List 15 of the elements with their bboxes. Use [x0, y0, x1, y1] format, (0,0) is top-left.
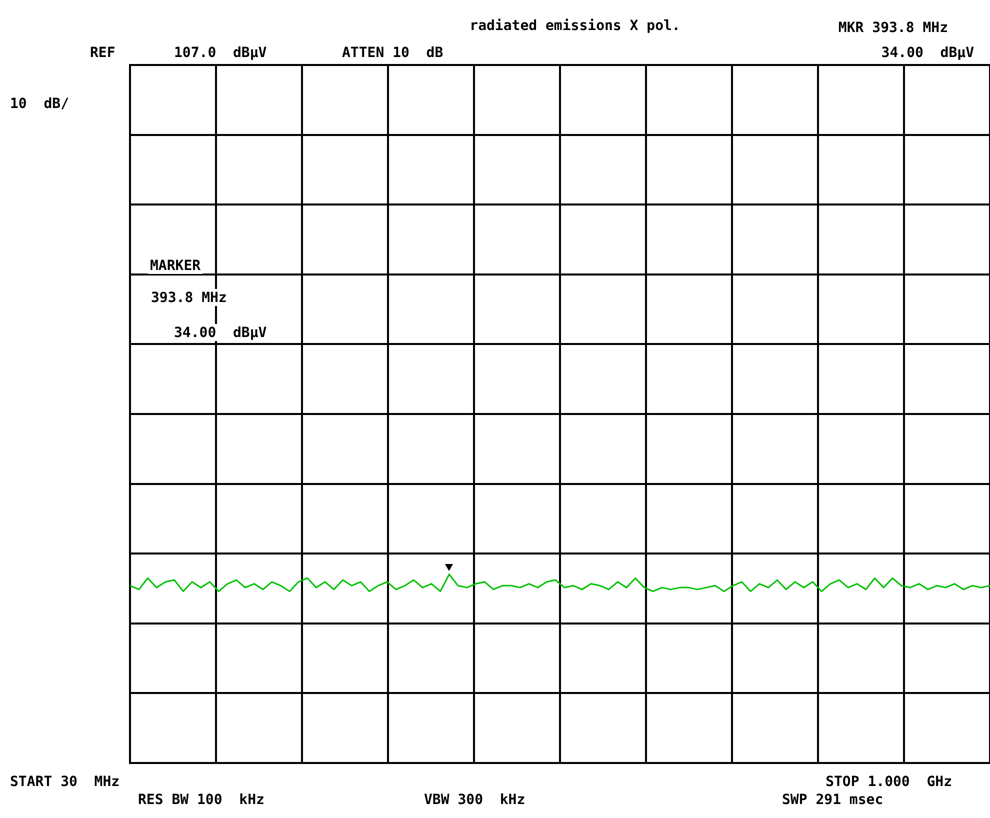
- text: RES BW 100 kHz: [138, 792, 264, 808]
- text: SWP 291 msec: [782, 792, 884, 808]
- text: 393.8 MHz: [151, 290, 227, 306]
- text: MARKER: [150, 258, 202, 274]
- text: ATTEN 10 dB: [342, 45, 444, 61]
- text: 107.0 dBµV: [174, 45, 268, 61]
- text: REF: [90, 45, 116, 61]
- text: MKR 393.8 MHz: [838, 20, 948, 36]
- text: 34.00 dBµV: [174, 325, 268, 341]
- text: 34.00 dBµV: [881, 45, 975, 61]
- text: START 30 MHz: [10, 774, 120, 790]
- text: VBW 300 kHz: [424, 792, 526, 808]
- chart-title: radiated emissions X pol.: [470, 18, 680, 34]
- text: 10 dB/: [10, 96, 70, 112]
- text: STOP 1.000 GHz: [826, 774, 952, 790]
